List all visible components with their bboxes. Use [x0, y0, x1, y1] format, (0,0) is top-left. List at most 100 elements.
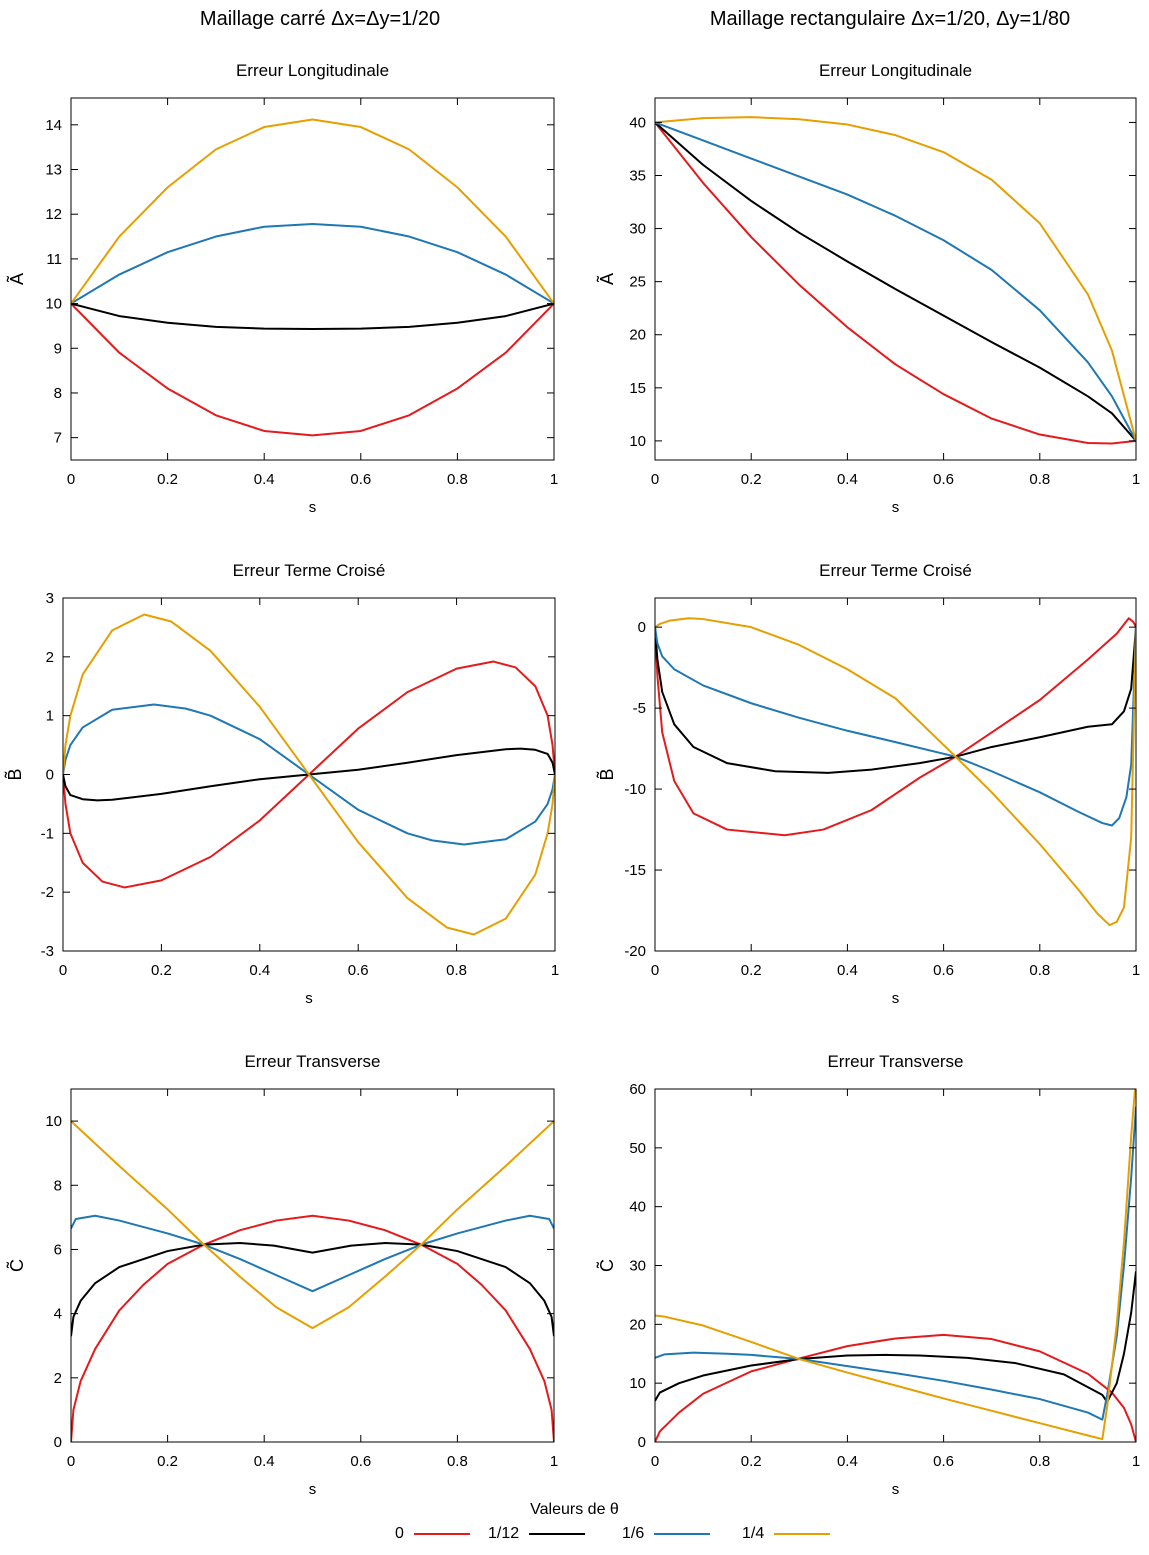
series-line-theta-1-4 — [655, 1089, 1136, 1441]
y-tick-label: 15 — [629, 380, 646, 397]
x-tick-label: 0.2 — [741, 962, 762, 979]
legend-swatch — [529, 1533, 586, 1535]
series-line-theta-1-6 — [655, 627, 1136, 827]
series-line-theta-1-4 — [71, 1120, 554, 1330]
y-axis-label: Ã — [596, 273, 617, 285]
legend-swatch — [413, 1533, 470, 1535]
x-tick-label: 0.8 — [446, 962, 467, 979]
y-tick-label: 60 — [629, 1081, 646, 1098]
x-tick-label: 0.2 — [741, 1453, 762, 1470]
chart-title: Erreur Transverse — [827, 1052, 963, 1071]
x-tick-label: 0 — [67, 471, 75, 488]
column-title-left: Maillage carré Δx=Δy=1/20 — [199, 8, 441, 30]
x-tick-label: 0.4 — [254, 471, 275, 488]
x-tick-label: 0.2 — [157, 1453, 178, 1470]
y-axis-label: C̃ — [596, 1259, 617, 1272]
y-tick-label: 0 — [54, 1434, 62, 1451]
y-axis-label: B̃ — [596, 768, 617, 780]
y-tick-label: 10 — [45, 1113, 62, 1130]
x-tick-label: 0.2 — [157, 471, 178, 488]
legend-label: 1/6 — [622, 1525, 645, 1542]
legend-item-theta-1-4: 1/4 — [742, 1525, 831, 1543]
x-tick-label: 0.8 — [1029, 962, 1050, 979]
y-tick-label: 30 — [629, 221, 646, 238]
chart-panel-1: 0 0.2 0.4 0.6 0.8 1 7 8 9 10 11 12 13 14 Erreur Longit… — [6, 61, 558, 516]
chart-title: Erreur Terme Croisé — [819, 561, 972, 580]
y-tick-label: 7 — [54, 430, 62, 447]
x-axis-label: s — [892, 990, 900, 1007]
legend-title: Valeurs de θ — [530, 1501, 619, 1518]
x-tick-label: 1 — [550, 1453, 558, 1470]
y-tick-label: 10 — [629, 433, 646, 450]
x-tick-label: 0.2 — [741, 471, 762, 488]
y-tick-label: 35 — [629, 167, 646, 184]
series-line-theta-1-6 — [655, 1106, 1136, 1421]
x-tick-label: 1 — [551, 962, 559, 979]
y-tick-label: 0 — [46, 767, 54, 784]
y-tick-label: 12 — [45, 206, 62, 223]
x-tick-label: 0.6 — [933, 962, 954, 979]
x-tick-label: 1 — [1132, 1453, 1140, 1470]
y-tick-label: 2 — [46, 649, 54, 666]
y-tick-label: 2 — [54, 1370, 62, 1387]
y-tick-label: 14 — [45, 117, 62, 134]
y-tick-label: 30 — [629, 1258, 646, 1275]
y-tick-label: -5 — [633, 700, 646, 717]
legend-label: 1/12 — [488, 1525, 520, 1542]
x-tick-label: 0 — [651, 471, 659, 488]
y-tick-label: -2 — [41, 884, 54, 901]
legend-swatch — [654, 1533, 711, 1535]
series-line-theta-0 — [655, 617, 1136, 837]
x-tick-label: 0.4 — [837, 471, 858, 488]
y-tick-label: 3 — [46, 590, 54, 607]
y-tick-label: -10 — [624, 781, 646, 798]
legend-swatch — [774, 1533, 831, 1535]
plot-frame — [654, 97, 1137, 461]
x-tick-label: 0.6 — [933, 1453, 954, 1470]
y-tick-label: 9 — [54, 340, 62, 357]
x-tick-label: 0.8 — [1029, 471, 1050, 488]
y-tick-label: 8 — [54, 1177, 62, 1194]
chart-panel-2: 0 0.2 0.4 0.6 0.8 1 10 15 20 25 30 35 40 Erreur Longi… — [596, 61, 1140, 516]
y-axis-label: Ã — [6, 273, 27, 285]
y-tick-label: 0 — [638, 619, 646, 636]
series-line-theta-1-4 — [63, 613, 555, 936]
series-line-theta-0 — [655, 1333, 1136, 1442]
series-line-theta-1-4 — [655, 617, 1136, 927]
series-line-theta-1-6 — [71, 223, 554, 305]
x-axis-label: s — [309, 1481, 317, 1498]
chart-title: Erreur Longitudinale — [236, 61, 389, 80]
plot-frame — [654, 597, 1137, 952]
y-tick-label: 4 — [54, 1306, 62, 1323]
chart-title: Erreur Longitudinale — [819, 61, 972, 80]
y-tick-label: 1 — [46, 708, 54, 725]
x-tick-label: 1 — [550, 471, 558, 488]
x-tick-label: 0.8 — [447, 471, 468, 488]
x-tick-label: 0.8 — [447, 1453, 468, 1470]
chart-title: Erreur Terme Croisé — [233, 561, 386, 580]
y-axis-label: B̃ — [4, 768, 25, 780]
y-tick-label: -3 — [41, 943, 54, 960]
series-line-theta-1-6 — [655, 121, 1136, 442]
x-axis-label: s — [309, 499, 317, 516]
y-tick-label: 50 — [629, 1140, 646, 1157]
y-tick-label: 11 — [46, 251, 62, 268]
x-tick-label: 0 — [651, 1453, 659, 1470]
series-line-theta-1-12 — [655, 121, 1136, 442]
series-line-theta-1-12 — [71, 1242, 554, 1337]
y-tick-label: 20 — [629, 327, 646, 344]
legend-item-theta-0: 0 — [395, 1525, 470, 1543]
chart-panel-4: 0 0.2 0.4 0.6 0.8 1 -20 -15 -10 -5 0 Erreur Terme C… — [596, 561, 1140, 1007]
legend-label: 0 — [395, 1525, 404, 1542]
y-tick-label: 13 — [45, 162, 62, 179]
x-tick-label: 0.6 — [933, 471, 954, 488]
series-line-theta-1-12 — [71, 302, 554, 331]
y-tick-label: -1 — [41, 825, 54, 842]
y-tick-label: 40 — [629, 114, 646, 131]
y-tick-label: 0 — [638, 1434, 646, 1451]
x-tick-label: 0.6 — [350, 471, 371, 488]
x-tick-label: 0.4 — [837, 962, 858, 979]
x-tick-label: 0 — [651, 962, 659, 979]
